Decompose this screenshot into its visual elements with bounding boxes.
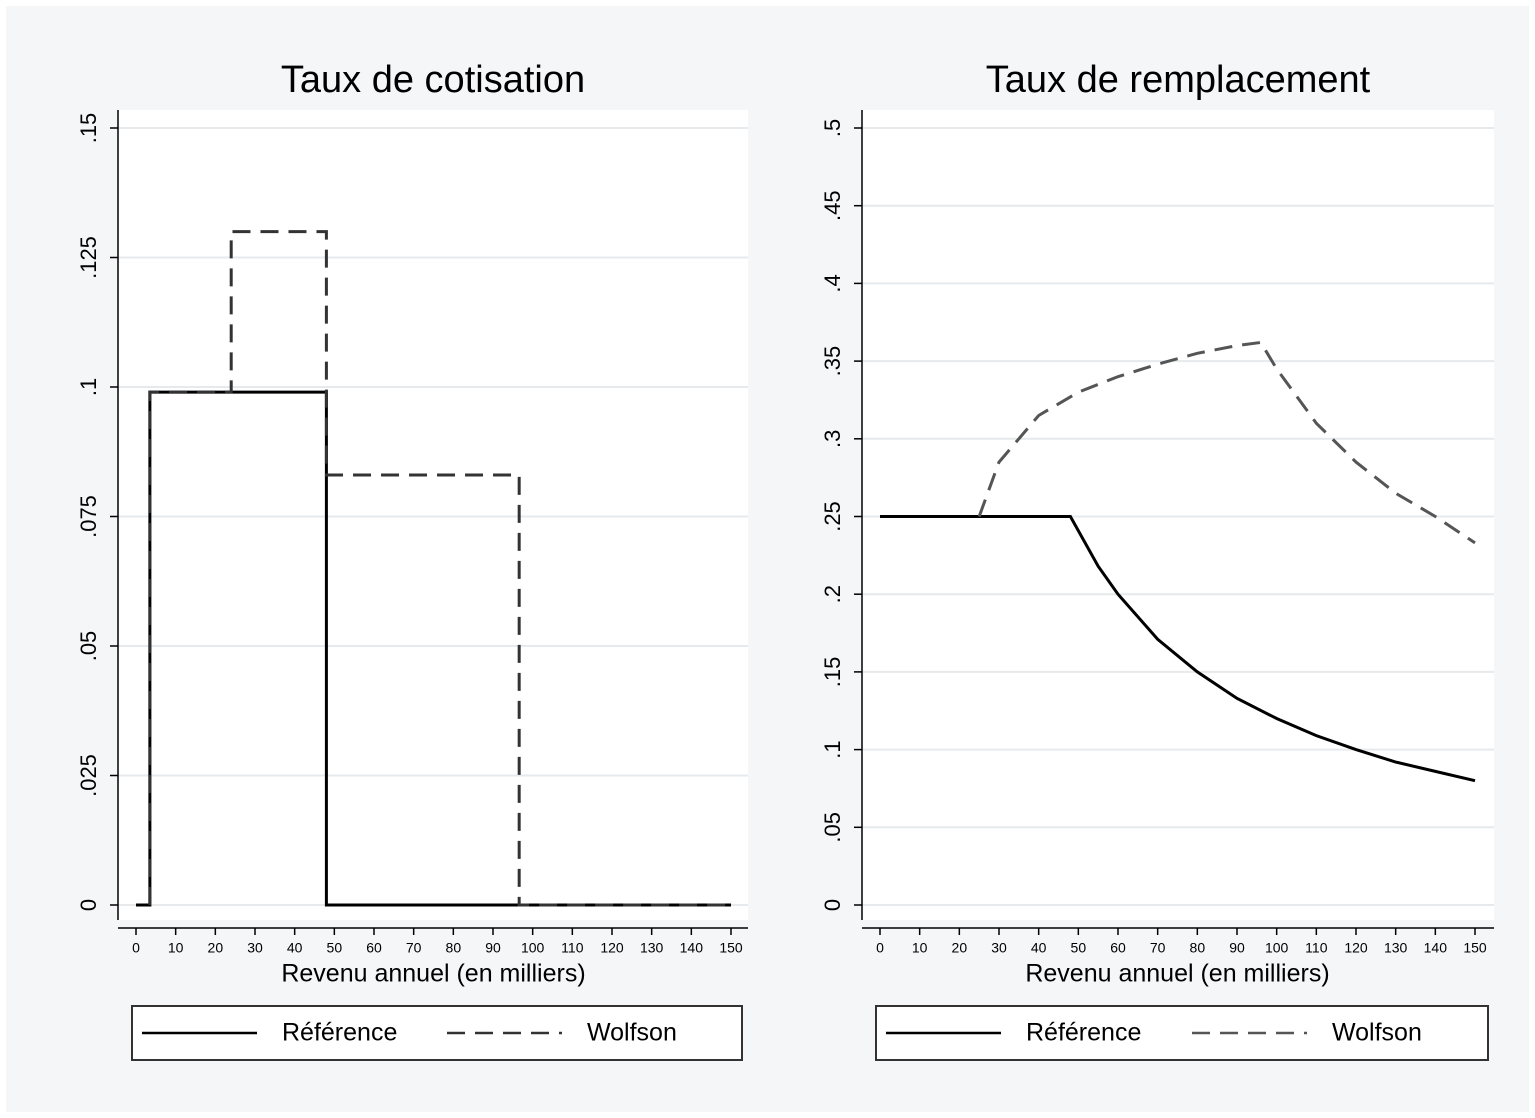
x-tick-label: 80	[1190, 940, 1206, 956]
legend-label: Référence	[282, 1019, 397, 1047]
x-tick-label: 40	[287, 940, 303, 956]
x-tick-label: 100	[1265, 940, 1289, 956]
y-tick-label: 0	[820, 899, 845, 911]
x-tick-label: 0	[876, 940, 884, 956]
y-tick-label: .5	[820, 119, 845, 137]
y-tick-label: .05	[76, 631, 101, 662]
x-tick-label: 20	[952, 940, 968, 956]
x-tick-label: 10	[912, 940, 928, 956]
x-tick-label: 0	[132, 940, 140, 956]
chart-title: Taux de cotisation	[281, 59, 585, 101]
x-tick-label: 150	[719, 940, 743, 956]
x-axis-label: Revenu annuel (en milliers)	[1025, 960, 1329, 988]
x-tick-label: 20	[208, 940, 224, 956]
x-tick-label: 50	[1071, 940, 1087, 956]
series-line	[977, 340, 1476, 545]
x-tick-label: 150	[1463, 940, 1487, 956]
y-tick-label: .35	[820, 346, 845, 377]
x-tick-label: 140	[680, 940, 704, 956]
x-tick-label: 10	[168, 940, 184, 956]
x-tick-label: 80	[446, 940, 462, 956]
y-tick-label: .15	[76, 113, 101, 144]
plot-area	[118, 110, 748, 920]
x-tick-label: 130	[640, 940, 664, 956]
y-tick-label: .025	[76, 754, 101, 797]
y-tick-label: .1	[820, 740, 845, 758]
x-tick-label: 30	[247, 940, 263, 956]
x-tick-label: 110	[1305, 940, 1328, 956]
y-tick-label: .05	[820, 812, 845, 843]
y-tick-label: .25	[820, 501, 845, 532]
y-tick-label: .45	[820, 190, 845, 221]
series-line	[148, 230, 731, 907]
x-tick-label: 40	[1031, 940, 1047, 956]
legend-label: Référence	[1026, 1019, 1141, 1047]
x-tick-label: 90	[1229, 940, 1245, 956]
legend-label: Wolfson	[1332, 1019, 1422, 1047]
y-tick-label: .2	[820, 585, 845, 603]
legend-label: Wolfson	[587, 1019, 677, 1047]
x-tick-label: 50	[327, 940, 343, 956]
y-tick-label: .125	[76, 236, 101, 279]
x-tick-label: 130	[1384, 940, 1408, 956]
x-axis-label: Revenu annuel (en milliers)	[281, 960, 585, 988]
x-tick-label: 140	[1424, 940, 1448, 956]
x-tick-label: 60	[366, 940, 382, 956]
y-tick-label: .075	[76, 495, 101, 538]
x-tick-label: 110	[561, 940, 584, 956]
x-tick-label: 60	[1110, 940, 1126, 956]
series-line	[880, 515, 1476, 783]
x-tick-label: 120	[600, 940, 624, 956]
chart-title: Taux de remplacement	[986, 59, 1371, 101]
y-tick-label: .15	[820, 657, 845, 688]
y-tick-label: .4	[820, 274, 845, 292]
x-tick-label: 120	[1344, 940, 1368, 956]
series-line	[136, 390, 731, 907]
y-tick-label: 0	[76, 899, 101, 911]
y-tick-label: .3	[820, 430, 845, 448]
x-tick-label: 30	[991, 940, 1007, 956]
x-tick-label: 70	[406, 940, 422, 956]
x-tick-label: 100	[521, 940, 545, 956]
x-tick-label: 90	[485, 940, 501, 956]
y-tick-label: .1	[76, 378, 101, 396]
x-tick-label: 70	[1150, 940, 1166, 956]
